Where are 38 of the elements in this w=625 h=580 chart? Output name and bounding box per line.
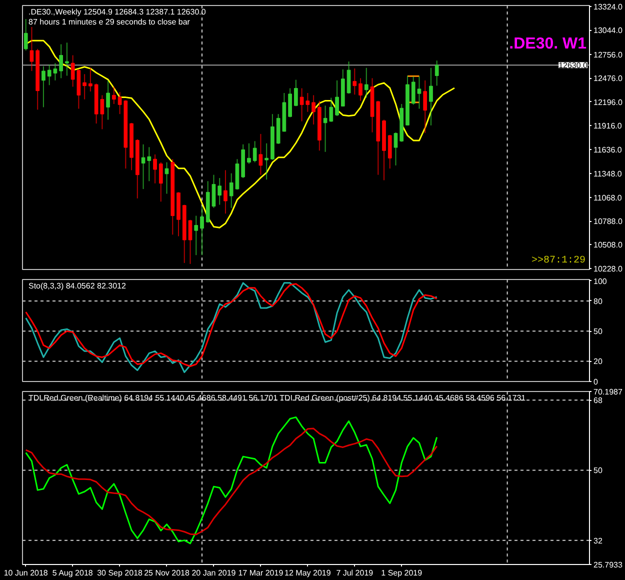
y-tick-label: 13044.0 [594,26,623,36]
y-tick-label: 12196.0 [594,98,623,107]
y-tick-label: 25.7933 [594,560,623,570]
y-tick-label: 0 [594,377,598,386]
y-tick-label: 11636.0 [594,145,622,154]
y-tick-label: 11916.0 [594,122,622,131]
y-tick-label: 100 [594,276,608,286]
annotation: .DE30. W1 [509,36,587,52]
chart-title: TDI Red Green (Realtime) 64.8194 55.1440 45.4686 58.4491 56.1701 TDI Red Green (post#25) 64.8194 55.1440 45.4686 58.4596 56.1731 [28,394,526,402]
x-tick-label: 17 Mar 2019 [238,568,284,578]
y-tick-label: 10228.0 [594,264,623,274]
y-tick-label: 12476.0 [594,74,623,84]
chart-title: Sto(8,3,3) 84.0562 82.3012 [28,282,126,290]
x-tick-label: 30 Sep 2018 [97,568,144,578]
x-tick-label: 25 Nov 2018 [144,568,190,578]
y-tick-label: 12756.0 [594,50,623,60]
annotation: >>87:1:29 [531,256,586,266]
y-tick-label: 50 [594,466,603,476]
y-tick-label: 68 [594,396,603,406]
x-tick-label: 10 Jun 2018 [4,568,48,578]
y-tick-label: 50 [594,327,603,336]
x-tick-label: 1 Sep 2019 [381,568,423,578]
x-tick-label: 20 Jan 2019 [192,568,236,578]
x-tick-label: 7 Jul 2019 [336,568,374,578]
text: 87 hours 1 minutes e 29 seconds to close bar [28,18,190,26]
y-tick-label: 11348.0 [594,170,622,179]
y-tick-label: 32 [594,536,603,546]
y-tick-label: 13324.0 [594,2,623,12]
y-tick-label: 10508.0 [594,240,623,250]
x-tick-label: 12 May 2019 [284,568,332,578]
y-tick-label: 10788.0 [594,217,623,226]
y-tick-label: 20 [594,357,603,366]
y-tick-label: 80 [594,296,603,306]
ref-line-label: 12630.0 [558,61,588,70]
x-tick-label: 5 Aug 2018 [52,568,94,578]
chart-title: .DE30.,Weekly 12504.9 12684.3 12387.1 12630.0 [28,8,206,16]
y-tick-label: 70.1987 [594,388,623,396]
y-tick-label: 11068.0 [594,193,622,202]
